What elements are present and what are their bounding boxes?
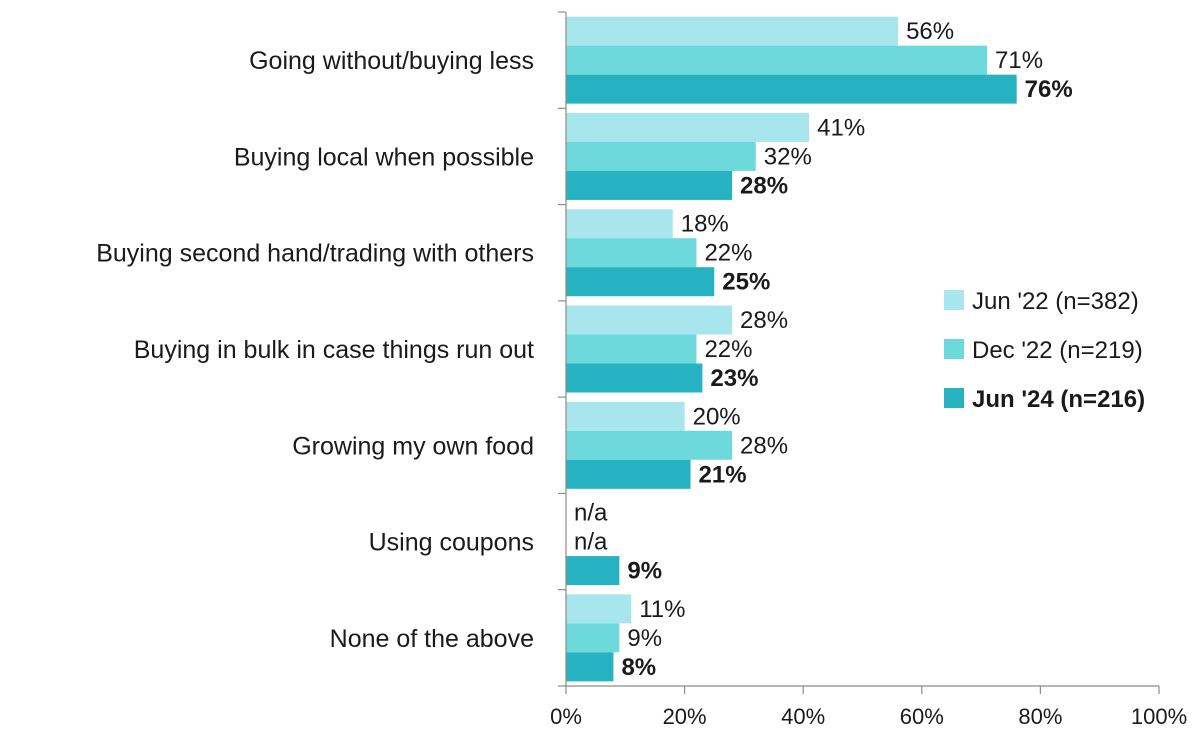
legend-label-2: Jun '24 (n=216): [972, 386, 1145, 413]
category-label-6: None of the above: [330, 625, 534, 653]
bar-3-1: [566, 334, 697, 364]
data-label-2-2: 25%: [722, 269, 770, 296]
category-label-4: Growing my own food: [292, 432, 534, 460]
bar-4-2: [566, 459, 691, 489]
bar-4-1: [566, 430, 733, 460]
legend-swatch-1: [944, 339, 964, 359]
bar-3-2: [566, 363, 703, 393]
bar-2-0: [566, 209, 673, 239]
bar-6-1: [566, 623, 620, 653]
data-label-5-0: n/a: [574, 500, 608, 527]
bar-5-2: [566, 556, 620, 586]
category-label-5: Using coupons: [369, 529, 534, 557]
category-label-3: Buying in bulk in case things run out: [134, 336, 534, 364]
bar-0-2: [566, 74, 1017, 104]
x-tick-label-4: 80%: [1018, 704, 1062, 729]
legend-label-0: Jun '22 (n=382): [972, 288, 1139, 315]
bar-1-0: [566, 112, 810, 142]
bar-6-2: [566, 652, 614, 682]
data-label-2-1: 22%: [704, 240, 752, 267]
data-label-6-0: 11%: [639, 596, 685, 623]
bar-1-2: [566, 170, 733, 200]
data-label-4-0: 20%: [693, 403, 741, 430]
data-label-6-2: 8%: [621, 654, 656, 681]
x-tick-label-1: 20%: [663, 704, 707, 729]
data-label-0-0: 56%: [906, 18, 954, 45]
bar-2-2: [566, 267, 715, 297]
data-label-2-0: 18%: [681, 211, 729, 238]
data-label-5-1: n/a: [574, 529, 608, 556]
bar-2-1: [566, 238, 697, 268]
bar-0-1: [566, 45, 988, 75]
data-label-1-0: 41%: [817, 114, 865, 141]
category-label-0: Going without/buying less: [249, 47, 534, 75]
x-tick-label-3: 60%: [900, 704, 944, 729]
bar-1-1: [566, 141, 756, 171]
data-label-4-2: 21%: [699, 461, 747, 488]
x-tick-label-2: 40%: [781, 704, 825, 729]
data-label-0-2: 76%: [1025, 76, 1073, 103]
data-label-3-1: 22%: [704, 336, 752, 363]
data-label-5-2: 9%: [627, 558, 662, 585]
category-label-1: Buying local when possible: [234, 143, 534, 171]
x-tick-label-0: 0%: [550, 704, 582, 729]
data-label-1-2: 28%: [740, 172, 788, 199]
bar-3-0: [566, 305, 733, 335]
bar-6-0: [566, 594, 632, 624]
category-label-2: Buying second hand/trading with others: [96, 240, 534, 268]
legend-swatch-0: [944, 290, 964, 310]
bar-0-0: [566, 16, 899, 46]
data-label-4-1: 28%: [740, 432, 788, 459]
data-label-6-1: 9%: [627, 625, 662, 652]
legend-swatch-2: [944, 388, 964, 408]
data-label-3-2: 23%: [710, 365, 758, 392]
x-tick-label-5: 100%: [1131, 704, 1187, 729]
data-label-1-1: 32%: [764, 143, 812, 170]
bar-4-0: [566, 401, 685, 431]
legend-label-1: Dec '22 (n=219): [972, 337, 1143, 364]
data-label-0-1: 71%: [995, 47, 1043, 74]
data-label-3-0: 28%: [740, 307, 788, 334]
